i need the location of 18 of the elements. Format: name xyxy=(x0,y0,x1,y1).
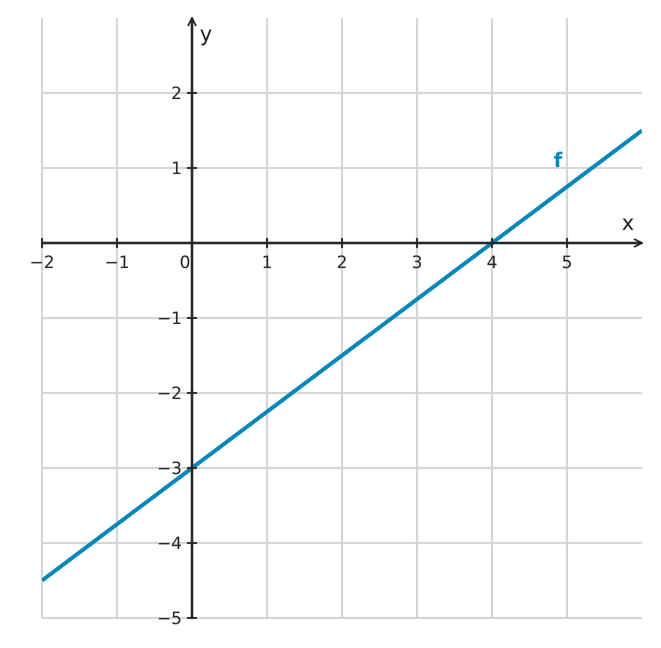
x-tick-label: 5 xyxy=(562,253,572,273)
y-tick-label: 2 xyxy=(171,84,182,104)
y-tick-label: 1 xyxy=(171,159,182,180)
y-tick-label: −1 xyxy=(156,309,182,330)
x-tick-label: 1 xyxy=(262,253,272,273)
series-label: f xyxy=(554,148,563,172)
x-tick-label: 0 xyxy=(180,253,190,273)
x-axis-title: x xyxy=(622,211,634,235)
x-tick-label: −2 xyxy=(29,253,55,273)
y-axis-title: y xyxy=(200,22,212,46)
y-tick-label: −5 xyxy=(156,609,182,630)
x-tick-label: 4 xyxy=(486,253,498,273)
x-tick-label: −1 xyxy=(104,253,130,273)
x-tick-label: 3 xyxy=(412,253,422,273)
x-tick-label: 2 xyxy=(336,253,348,273)
y-tick-label: −3 xyxy=(156,459,182,480)
y-tick-label: −2 xyxy=(156,384,182,404)
y-tick-label: −4 xyxy=(156,534,182,554)
